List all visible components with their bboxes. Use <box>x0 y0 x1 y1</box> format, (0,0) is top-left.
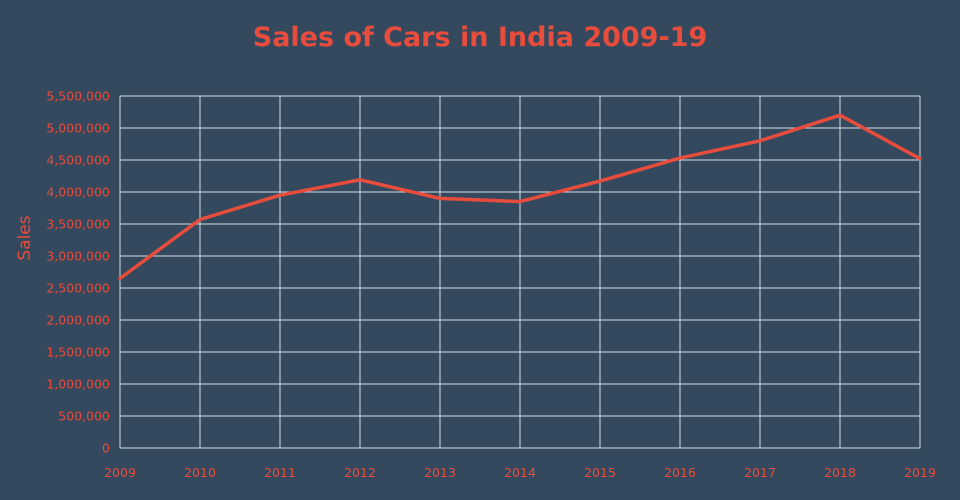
y-tick-label: 3,500,000 <box>46 217 110 232</box>
y-tick-label: 3,000,000 <box>46 249 110 264</box>
x-tick-label: 2014 <box>504 465 536 480</box>
series-layer <box>118 113 922 281</box>
y-tick-label: 2,500,000 <box>46 281 110 296</box>
x-tick-label: 2011 <box>264 465 296 480</box>
chart-title: Sales of Cars in India 2009-19 <box>252 22 708 53</box>
y-tick-label: 500,000 <box>58 409 110 424</box>
series-line <box>118 113 922 281</box>
y-tick-label: 5,500,000 <box>46 89 110 104</box>
x-tick-label: 2013 <box>424 465 456 480</box>
y-tick-label: 4,500,000 <box>46 153 110 168</box>
x-tick-label: 2019 <box>904 465 936 480</box>
x-tick-label: 2010 <box>184 465 216 480</box>
y-tick-label: 4,000,000 <box>46 185 110 200</box>
y-tick-label: 1,500,000 <box>46 345 110 360</box>
y-axis-ticks: 0 500,000 1,000,000 1,500,000 2,000,000 2,500… <box>46 89 110 456</box>
x-tick-label: 2017 <box>744 465 776 480</box>
x-axis-ticks: 2009 2010 2011 2012 2013 2014 2015 2016 2017 2018… <box>104 465 936 480</box>
x-tick-label: 2018 <box>824 465 856 480</box>
x-tick-label: 2009 <box>104 465 136 480</box>
y-axis-title: Sales <box>15 215 35 260</box>
grid <box>119 95 921 449</box>
y-tick-label: 0 <box>102 441 110 456</box>
y-tick-label: 2,000,000 <box>46 313 110 328</box>
x-tick-label: 2015 <box>584 465 616 480</box>
y-tick-label: 1,000,000 <box>46 377 110 392</box>
y-tick-label: 5,000,000 <box>46 121 110 136</box>
x-tick-label: 2012 <box>344 465 376 480</box>
x-tick-label: 2016 <box>664 465 696 480</box>
